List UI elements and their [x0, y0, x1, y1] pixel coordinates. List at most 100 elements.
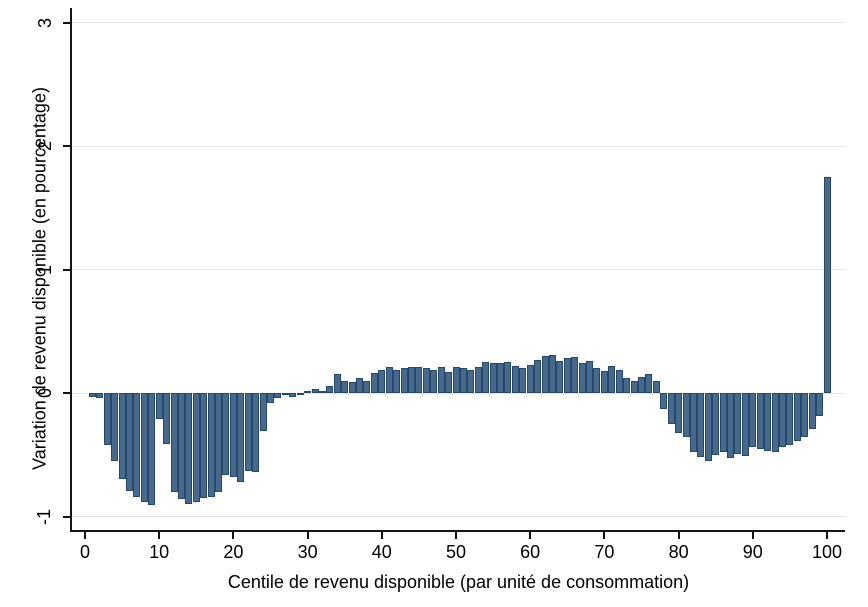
bar-centile-76 [645, 374, 653, 393]
x-tick-label-10: 10 [149, 542, 170, 562]
bar-centile-67 [578, 363, 586, 393]
bar-centile-41 [385, 367, 393, 393]
y-tick-mark [63, 268, 70, 271]
x-tick-label-100: 100 [811, 542, 843, 562]
bar-centile-21 [237, 393, 245, 482]
bar-centile-59 [519, 368, 527, 393]
bar-centile-6 [126, 393, 134, 491]
bar-centile-56 [497, 363, 505, 393]
bar-centile-31 [311, 389, 319, 393]
bar-centile-30 [304, 390, 312, 393]
bar-centile-13 [177, 393, 185, 500]
bar-centile-32 [318, 390, 326, 393]
y-tick-label: -1 [34, 508, 55, 525]
bar-centile-96 [793, 393, 801, 442]
x-tick-mark [380, 532, 383, 539]
bar-centile-51 [459, 368, 467, 393]
bar-centile-46 [422, 368, 430, 393]
bar-centile-87 [727, 393, 735, 459]
x-tick-mark [84, 532, 86, 539]
bar-centile-4 [111, 393, 119, 461]
bar-centile-45 [415, 367, 423, 393]
bar-centile-22 [244, 393, 252, 471]
bar-centile-20 [229, 393, 237, 477]
bar-centile-99 [816, 393, 824, 417]
y-tick-label: 3 [35, 17, 56, 28]
y-tick-mark [63, 145, 70, 147]
bar-centile-89 [741, 393, 749, 456]
x-tick-label-0: 0 [79, 542, 91, 562]
bar-centile-18 [215, 393, 223, 492]
bar-centile-72 [615, 369, 623, 393]
x-tick-mark [306, 532, 309, 539]
bar-centile-34 [333, 374, 341, 393]
bar-centile-77 [652, 380, 660, 393]
y-tick-label: 1 [35, 264, 56, 275]
bar-centile-7 [133, 393, 141, 497]
bar-centile-14 [185, 393, 193, 505]
bar-centile-60 [526, 364, 534, 393]
bar-centile-2 [96, 393, 104, 398]
bar-centile-10 [155, 393, 163, 419]
bar-centile-78 [660, 393, 668, 410]
bar-centile-11 [163, 393, 171, 444]
bar-centile-49 [445, 372, 453, 393]
bar-centile-43 [400, 368, 408, 393]
bar-centile-48 [437, 367, 445, 393]
x-axis-title: Centile de revenu disponible (par unité … [227, 572, 690, 592]
y-axis-line [70, 8, 72, 532]
bar-centile-36 [348, 381, 356, 393]
x-tick-label-20: 20 [223, 542, 244, 562]
bar-centile-19 [222, 393, 230, 475]
bar-centile-74 [630, 380, 638, 393]
bar-centile-95 [786, 393, 794, 445]
bar-centile-57 [504, 362, 512, 393]
bar-centile-5 [118, 393, 126, 480]
bar-centile-100 [823, 176, 831, 393]
bar-centile-83 [697, 393, 705, 458]
bar-centile-65 [563, 358, 571, 393]
bar-centile-17 [207, 393, 215, 497]
gridline-y-3 [72, 22, 845, 23]
bar-centile-66 [571, 357, 579, 393]
bar-centile-39 [370, 373, 378, 393]
bar-centile-29 [296, 393, 304, 395]
bar-centile-25 [267, 393, 274, 403]
bar-centile-40 [378, 369, 386, 393]
bar-centile-37 [356, 378, 364, 393]
gridline-y-2 [72, 145, 845, 147]
bar-centile-23 [252, 393, 260, 473]
bar-centile-80 [675, 393, 683, 433]
bar-centile-63 [548, 354, 556, 393]
x-tick-mark [455, 532, 457, 539]
bar-centile-33 [326, 385, 334, 393]
bar-centile-47 [430, 369, 438, 393]
x-tick-label-60: 60 [520, 542, 541, 562]
bar-centile-50 [452, 367, 460, 393]
bar-centile-1 [88, 393, 96, 397]
y-tick-mark [63, 515, 70, 518]
bar-centile-62 [541, 355, 549, 393]
gridline-y-1 [72, 269, 845, 270]
bar-centile-82 [689, 393, 697, 453]
x-tick-label-90: 90 [742, 542, 763, 562]
x-tick-label-70: 70 [594, 542, 615, 562]
bar-centile-97 [801, 393, 809, 438]
bar-centile-16 [200, 393, 208, 498]
x-tick-mark [677, 532, 680, 539]
y-tick-label: 0 [35, 387, 56, 399]
bar-centile-85 [712, 393, 720, 455]
bar-centile-35 [341, 380, 349, 393]
bar-centile-71 [608, 365, 616, 393]
bar-centile-64 [556, 360, 564, 393]
y-tick-label: 2 [35, 140, 56, 152]
gridline-y-0 [72, 392, 845, 394]
bar-centile-90 [749, 393, 757, 448]
bar-centile-94 [778, 393, 786, 448]
bar-centile-9 [148, 393, 156, 506]
bar-centile-69 [593, 368, 601, 393]
bar-centile-54 [482, 362, 490, 393]
y-axis-title: Variation de revenu disponible (en pourc… [29, 87, 50, 470]
bar-centile-84 [704, 393, 712, 461]
